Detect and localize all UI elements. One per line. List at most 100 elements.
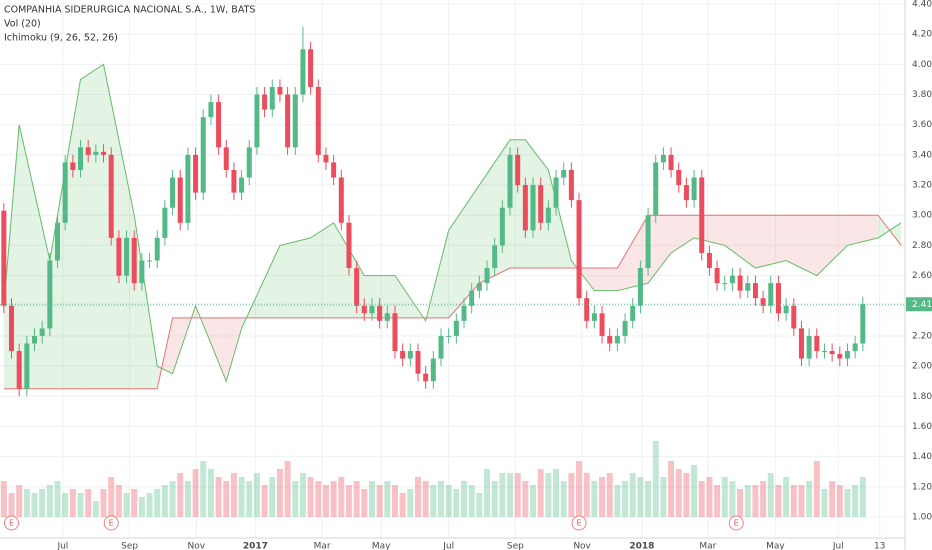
volume-bar xyxy=(821,489,828,517)
volume-bar xyxy=(62,493,69,517)
volume-bar xyxy=(138,497,145,517)
volume-bar xyxy=(437,481,444,517)
volume-bar xyxy=(376,485,383,517)
volume-bar xyxy=(261,485,268,517)
volume-bar xyxy=(85,489,92,517)
volume-bar xyxy=(859,477,866,517)
candle-body xyxy=(530,185,536,231)
volume-bar xyxy=(468,485,475,517)
y-tick-label: 1.80 xyxy=(912,392,932,402)
candle-body xyxy=(484,268,490,284)
volume-bar xyxy=(131,489,138,517)
candle-body xyxy=(806,335,812,359)
candle-body xyxy=(423,373,429,382)
candle-body xyxy=(461,305,467,321)
ichimoku-span-b xyxy=(3,214,902,390)
candle-body xyxy=(752,283,758,299)
candle-body xyxy=(714,268,720,284)
candle-body xyxy=(331,162,337,178)
y-tick-label: 3.80 xyxy=(912,90,932,100)
candle-body xyxy=(200,117,206,193)
volume-bar xyxy=(115,485,122,517)
candle-body xyxy=(430,358,436,382)
volume-bar xyxy=(767,473,774,517)
volume-bar xyxy=(744,485,751,517)
volume-bar xyxy=(637,477,644,517)
volume-pane xyxy=(0,441,866,517)
volume-bar xyxy=(852,485,859,517)
candle-body xyxy=(62,162,68,223)
y-tick-label: 3.00 xyxy=(912,211,932,221)
candle-body xyxy=(737,275,743,291)
volume-bar xyxy=(645,481,652,517)
candle-body xyxy=(208,102,214,118)
volume-bar xyxy=(476,493,483,517)
candle-body xyxy=(369,305,375,314)
candle-body xyxy=(170,177,176,208)
candle-body xyxy=(660,154,666,163)
volume-bar xyxy=(783,477,790,517)
earnings-label: E xyxy=(577,519,582,528)
candle-body xyxy=(24,343,30,389)
x-tick-label: Mar xyxy=(699,542,716,550)
volume-bar xyxy=(606,473,613,517)
cloud-fill xyxy=(847,215,879,246)
volume-bar xyxy=(100,489,107,517)
volume-bar xyxy=(253,473,260,517)
cloud-fill xyxy=(279,237,311,318)
candle-body xyxy=(193,154,199,193)
volume-bar xyxy=(315,481,322,517)
candle-body xyxy=(392,313,398,352)
cloud-fill xyxy=(525,139,549,269)
volume-bar xyxy=(599,477,606,517)
candle-body xyxy=(1,210,7,306)
volume-bar xyxy=(737,489,744,517)
y-tick-label: 2.00 xyxy=(912,362,932,372)
volume-bar xyxy=(691,465,698,517)
candle-body xyxy=(844,351,850,359)
y-tick-label: 2.60 xyxy=(912,271,932,281)
volume-bar xyxy=(668,461,675,517)
candle-body xyxy=(246,147,252,178)
candle-body xyxy=(760,298,766,306)
y-tick-label: 1.20 xyxy=(912,482,932,492)
volume-bar xyxy=(330,481,337,517)
volume-bar xyxy=(836,485,843,517)
volume-bar xyxy=(698,481,705,517)
earnings-marker xyxy=(103,515,119,531)
volume-bar xyxy=(345,485,352,517)
volume-bar xyxy=(338,477,345,517)
candle-body xyxy=(116,237,122,276)
volume-bar xyxy=(790,485,797,517)
volume-bar xyxy=(0,481,7,517)
candle-body xyxy=(722,283,728,285)
candle-body xyxy=(614,335,620,344)
volume-bar xyxy=(46,485,53,517)
volume-bar xyxy=(430,485,437,517)
volume-bar xyxy=(706,477,713,517)
candle-body xyxy=(16,351,22,389)
candle-body xyxy=(729,275,735,284)
y-tick-label: 2.20 xyxy=(912,331,932,341)
candle-body xyxy=(775,283,781,314)
volume-bar xyxy=(276,469,283,517)
volume-bar xyxy=(407,489,414,517)
candle-body xyxy=(354,268,360,306)
candle-body xyxy=(584,298,590,321)
volume-bar xyxy=(775,485,782,517)
earnings-marker xyxy=(728,515,744,531)
volume-bar xyxy=(200,461,207,517)
cloud-fill xyxy=(134,215,158,389)
candle-body xyxy=(607,335,613,344)
x-tick-label: 2017 xyxy=(243,542,268,550)
candle-body xyxy=(837,354,843,359)
candle-body xyxy=(691,177,697,201)
volume-bar xyxy=(246,481,253,517)
candle-body xyxy=(292,94,298,148)
candle-body xyxy=(476,283,482,291)
candle-body xyxy=(85,147,91,155)
x-tick-label: May xyxy=(372,542,391,550)
candle-body xyxy=(223,147,229,170)
